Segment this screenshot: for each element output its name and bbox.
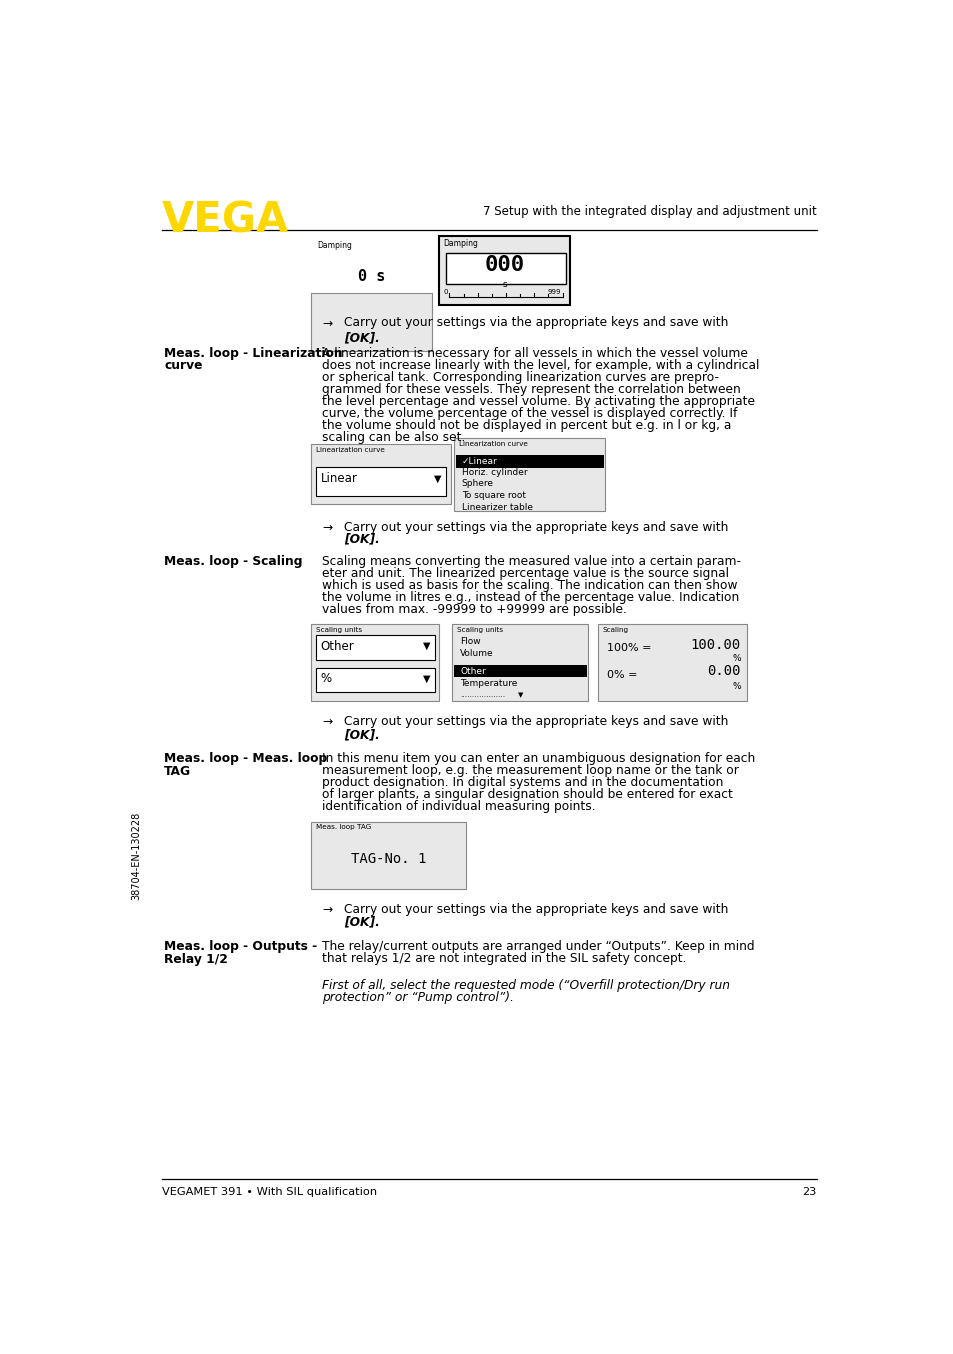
Text: that relays 1/2 are not integrated in the SIL safety concept.: that relays 1/2 are not integrated in th… [322,952,686,965]
FancyBboxPatch shape [454,665,586,677]
Text: ...................: ................... [459,691,505,700]
Text: [OK].: [OK]. [344,915,379,929]
Text: Linearizer table: Linearizer table [461,504,532,512]
Text: which is used as basis for the scaling. The indication can then show: which is used as basis for the scaling. … [322,580,737,592]
Text: %: % [731,654,740,663]
FancyBboxPatch shape [454,439,604,512]
FancyBboxPatch shape [452,624,587,701]
Text: 0 s: 0 s [357,269,385,284]
Text: curve, the volume percentage of the vessel is displayed correctly. If: curve, the volume percentage of the vess… [322,408,737,420]
Text: ▼: ▼ [422,673,430,684]
Text: 999: 999 [546,288,560,295]
Text: Damping: Damping [316,241,352,250]
Text: A linearization is necessary for all vessels in which the vessel volume: A linearization is necessary for all ves… [322,347,747,360]
Text: Meas. loop TAG: Meas. loop TAG [315,825,371,830]
FancyBboxPatch shape [315,467,446,496]
Text: Temperature: Temperature [459,678,517,688]
FancyBboxPatch shape [446,253,566,284]
Text: →: → [322,317,333,329]
Text: To square root: To square root [461,492,525,501]
Text: [OK].: [OK]. [344,533,379,546]
Text: does not increase linearly with the level, for example, with a cylindrical: does not increase linearly with the leve… [322,359,759,372]
Text: Linear: Linear [320,473,357,486]
Text: ▼: ▼ [517,692,522,699]
Text: TAG-No. 1: TAG-No. 1 [351,852,426,867]
Text: values from max. -99999 to +99999 are possible.: values from max. -99999 to +99999 are po… [322,603,626,616]
Text: Linearization curve: Linearization curve [458,441,527,447]
Text: ▼: ▼ [434,474,441,483]
Text: Meas. loop - Scaling: Meas. loop - Scaling [164,555,302,569]
Text: Carry out your settings via the appropriate keys and save with: Carry out your settings via the appropri… [344,317,727,329]
FancyBboxPatch shape [311,822,466,890]
Text: eter and unit. The linearized percentage value is the source signal: eter and unit. The linearized percentage… [322,567,728,580]
Text: Linearization curve: Linearization curve [315,447,385,454]
Text: [OK].: [OK]. [344,332,379,345]
Text: the level percentage and vessel volume. By activating the appropriate: the level percentage and vessel volume. … [322,395,755,408]
Text: Carry out your settings via the appropriate keys and save with: Carry out your settings via the appropri… [344,520,727,533]
FancyBboxPatch shape [456,455,603,468]
Text: Damping: Damping [443,240,477,249]
Text: Scaling units: Scaling units [456,627,503,632]
Text: the volume should not be displayed in percent but e.g. in l or kg, a: the volume should not be displayed in pe… [322,418,731,432]
Text: VEGAMET 391 • With SIL qualification: VEGAMET 391 • With SIL qualification [162,1186,376,1197]
Text: 000: 000 [484,255,524,275]
Text: 100.00: 100.00 [690,638,740,651]
Text: In this menu item you can enter an unambiguous designation for each: In this menu item you can enter an unamb… [322,753,755,765]
Text: Meas. loop - Outputs -: Meas. loop - Outputs - [164,940,317,953]
Text: scaling can be also set.: scaling can be also set. [322,431,465,444]
Text: Carry out your settings via the appropriate keys and save with: Carry out your settings via the appropri… [344,715,727,728]
Text: Carry out your settings via the appropriate keys and save with: Carry out your settings via the appropri… [344,903,727,917]
Text: protection” or “Pump control”).: protection” or “Pump control”). [322,991,514,1005]
Text: %: % [320,672,332,685]
Text: 0: 0 [443,288,447,295]
Text: 0% =: 0% = [607,669,638,680]
Text: →: → [322,903,333,917]
Text: Other: Other [320,639,355,653]
Text: VEGA: VEGA [162,199,289,241]
Text: 0.00: 0.00 [706,665,740,678]
Text: ✓Linear: ✓Linear [461,458,497,466]
FancyBboxPatch shape [315,635,435,659]
Text: [OK].: [OK]. [344,728,379,742]
FancyBboxPatch shape [311,294,431,351]
FancyBboxPatch shape [311,444,451,504]
Text: %: % [731,681,740,691]
Text: Other: Other [459,666,485,676]
Text: Scaling: Scaling [602,627,628,632]
Text: Volume: Volume [459,649,494,658]
Text: s: s [501,280,506,288]
Text: Meas. loop - Meas. loop: Meas. loop - Meas. loop [164,753,327,765]
Text: product designation. In digital systems and in the documentation: product designation. In digital systems … [322,776,723,789]
Text: TAG: TAG [164,765,192,777]
Text: Sphere: Sphere [461,479,494,489]
Text: or spherical tank. Corresponding linearization curves are prepro-: or spherical tank. Corresponding lineari… [322,371,719,385]
Text: The relay/current outputs are arranged under “Outputs”. Keep in mind: The relay/current outputs are arranged u… [322,940,754,953]
Text: 38704-EN-130228: 38704-EN-130228 [132,811,141,899]
Text: Scaling means converting the measured value into a certain param-: Scaling means converting the measured va… [322,555,740,569]
Text: grammed for these vessels. They represent the correlation between: grammed for these vessels. They represen… [322,383,740,397]
Text: 100% =: 100% = [607,643,651,653]
Text: 23: 23 [801,1186,816,1197]
FancyBboxPatch shape [315,668,435,692]
Text: Horiz. cylinder: Horiz. cylinder [461,467,527,477]
Text: →: → [322,520,333,533]
Text: Meas. loop - Linearization: Meas. loop - Linearization [164,347,342,360]
Text: 7 Setup with the integrated display and adjustment unit: 7 Setup with the integrated display and … [482,204,816,218]
Text: measurement loop, e.g. the measurement loop name or the tank or: measurement loop, e.g. the measurement l… [322,764,739,777]
Text: →: → [322,715,333,728]
Text: curve: curve [164,359,202,372]
FancyBboxPatch shape [311,624,439,701]
Text: Relay 1/2: Relay 1/2 [164,952,228,965]
Text: Flow: Flow [459,636,480,646]
Text: ▼: ▼ [422,640,430,651]
FancyBboxPatch shape [598,624,746,701]
Text: the volume in litres e.g., instead of the percentage value. Indication: the volume in litres e.g., instead of th… [322,590,739,604]
Text: identification of individual measuring points.: identification of individual measuring p… [322,800,596,812]
Text: Scaling units: Scaling units [315,627,362,632]
Text: First of all, select the requested mode (“Overfill protection/Dry run: First of all, select the requested mode … [322,979,730,991]
Text: of larger plants, a singular designation should be entered for exact: of larger plants, a singular designation… [322,788,733,802]
FancyBboxPatch shape [438,236,570,305]
